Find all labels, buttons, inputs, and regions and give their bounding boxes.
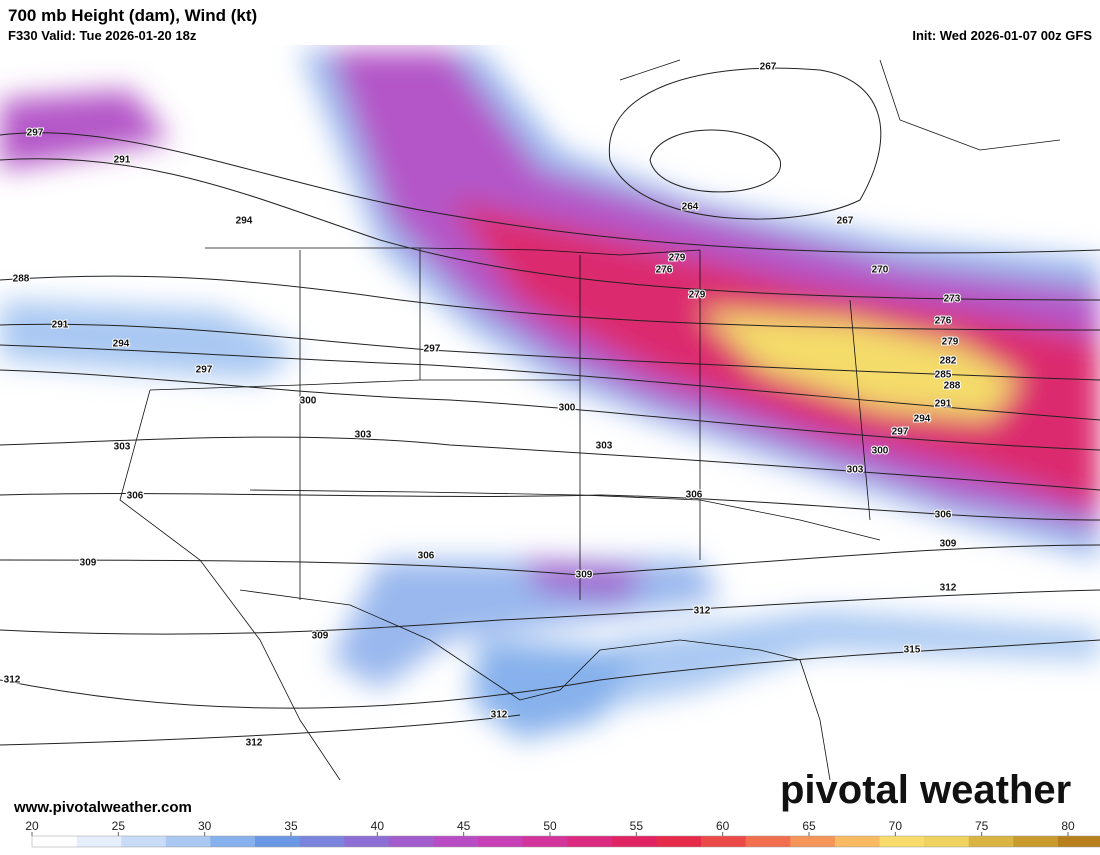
contour-label: 294 [914,414,931,425]
color-swatch [567,836,613,847]
website-bg [0,796,240,818]
website: www.pivotalweather.com [13,799,192,816]
contour-label: 288 [13,274,30,285]
colorbar-tick-label: 60 [716,819,730,833]
init-time: Init: Wed 2026-01-07 00z GFS [912,28,1092,43]
color-swatch [388,836,434,847]
contour-label: 276 [656,265,673,276]
contour-label: 300 [559,403,576,414]
colorbar-tick-label: 70 [889,819,903,833]
valid-time: F330 Valid: Tue 2026-01-20 18z [8,28,197,43]
contour-label: 303 [847,465,864,476]
color-swatch [1013,836,1059,847]
contour-label: 309 [312,631,329,642]
contour-label: 273 [944,294,961,305]
color-swatch [879,836,925,847]
color-swatch [165,836,211,847]
contour-label: 270 [872,265,889,276]
contour-label: 291 [935,399,952,410]
contour-label: 309 [80,558,97,569]
colorbar-tick-label: 65 [802,819,816,833]
color-swatch [344,836,390,847]
height-contours [0,67,1100,746]
contour-label: 303 [355,430,372,441]
color-swatch [656,836,702,847]
contour-label: 312 [491,710,508,721]
color-swatch [478,836,524,847]
contour-label: 279 [669,253,686,264]
color-swatch [32,836,78,847]
color-swatch [611,836,657,847]
contour-label: 297 [892,427,909,438]
contour-label: 306 [127,491,144,502]
contour-label: 306 [686,490,703,501]
contour-label: 294 [236,216,253,227]
contour-label: 300 [872,446,889,457]
title: 700 mb Height (dam), Wind (kt) [8,6,257,25]
colorbar-tick-label: 55 [630,819,644,833]
color-swatch [210,836,256,847]
contour-label: 264 [682,202,699,213]
color-swatch [968,836,1014,847]
contour-label: 276 [935,316,952,327]
colorbar-frame [31,835,1100,848]
colorbar-tick-label: 25 [112,819,126,833]
contour-label: 291 [114,155,131,166]
colorbar-tick-label: 50 [543,819,557,833]
contour-label: 267 [760,62,777,73]
contour-label: 288 [944,381,961,392]
map: 2672642672702732762792822852882912942973… [0,45,1100,818]
contour-label: 282 [940,356,957,367]
contour-label: 294 [113,339,130,350]
contour-label: 312 [940,583,957,594]
contour-label: 285 [935,370,952,381]
color-swatch [433,836,479,847]
contour-label: 267 [837,216,854,227]
contour-label: 297 [27,128,44,139]
colorbar-tick-label: 30 [198,819,212,833]
colorbar-tick-label: 40 [371,819,385,833]
contour-label: 303 [596,441,613,452]
color-swatch [121,836,167,847]
contour-label: 306 [418,551,435,562]
color-swatch [255,836,301,847]
watermark: pivotal weather [780,768,1071,812]
colorbar-tick-label: 45 [457,819,471,833]
contour-label: 279 [942,337,959,348]
colorbar-tick-label: 35 [284,819,298,833]
contour-label: 309 [940,539,957,550]
contour-label: 300 [300,396,317,407]
colorbar: 20 25 30 35 40 45 50 55 60 65 70 75 80 [25,819,1100,848]
colorbar-tick-label: 75 [975,819,989,833]
contour-label: 279 [689,290,706,301]
contour-label: 312 [246,738,263,749]
contour-label: 297 [196,365,213,376]
colorbar-tick-label: 20 [25,819,39,833]
contour-label: 306 [935,510,952,521]
color-swatch [924,836,970,847]
contour-label: 297 [424,344,441,355]
color-swatch [790,836,836,847]
color-swatch [76,836,122,847]
color-swatch [1057,836,1100,847]
contour-label: 303 [114,442,131,453]
contour-label: 312 [4,675,21,686]
color-swatch [522,836,568,847]
contour-label: 309 [576,570,593,581]
color-swatch [299,836,345,847]
color-swatch [701,836,747,847]
colorbar-tick-label: 80 [1061,819,1075,833]
color-swatch [745,836,791,847]
contour-label: 315 [904,645,921,656]
contour-label: 312 [694,606,711,617]
contour-label: 291 [52,320,69,331]
boundaries [119,59,1061,781]
color-swatch [834,836,881,847]
